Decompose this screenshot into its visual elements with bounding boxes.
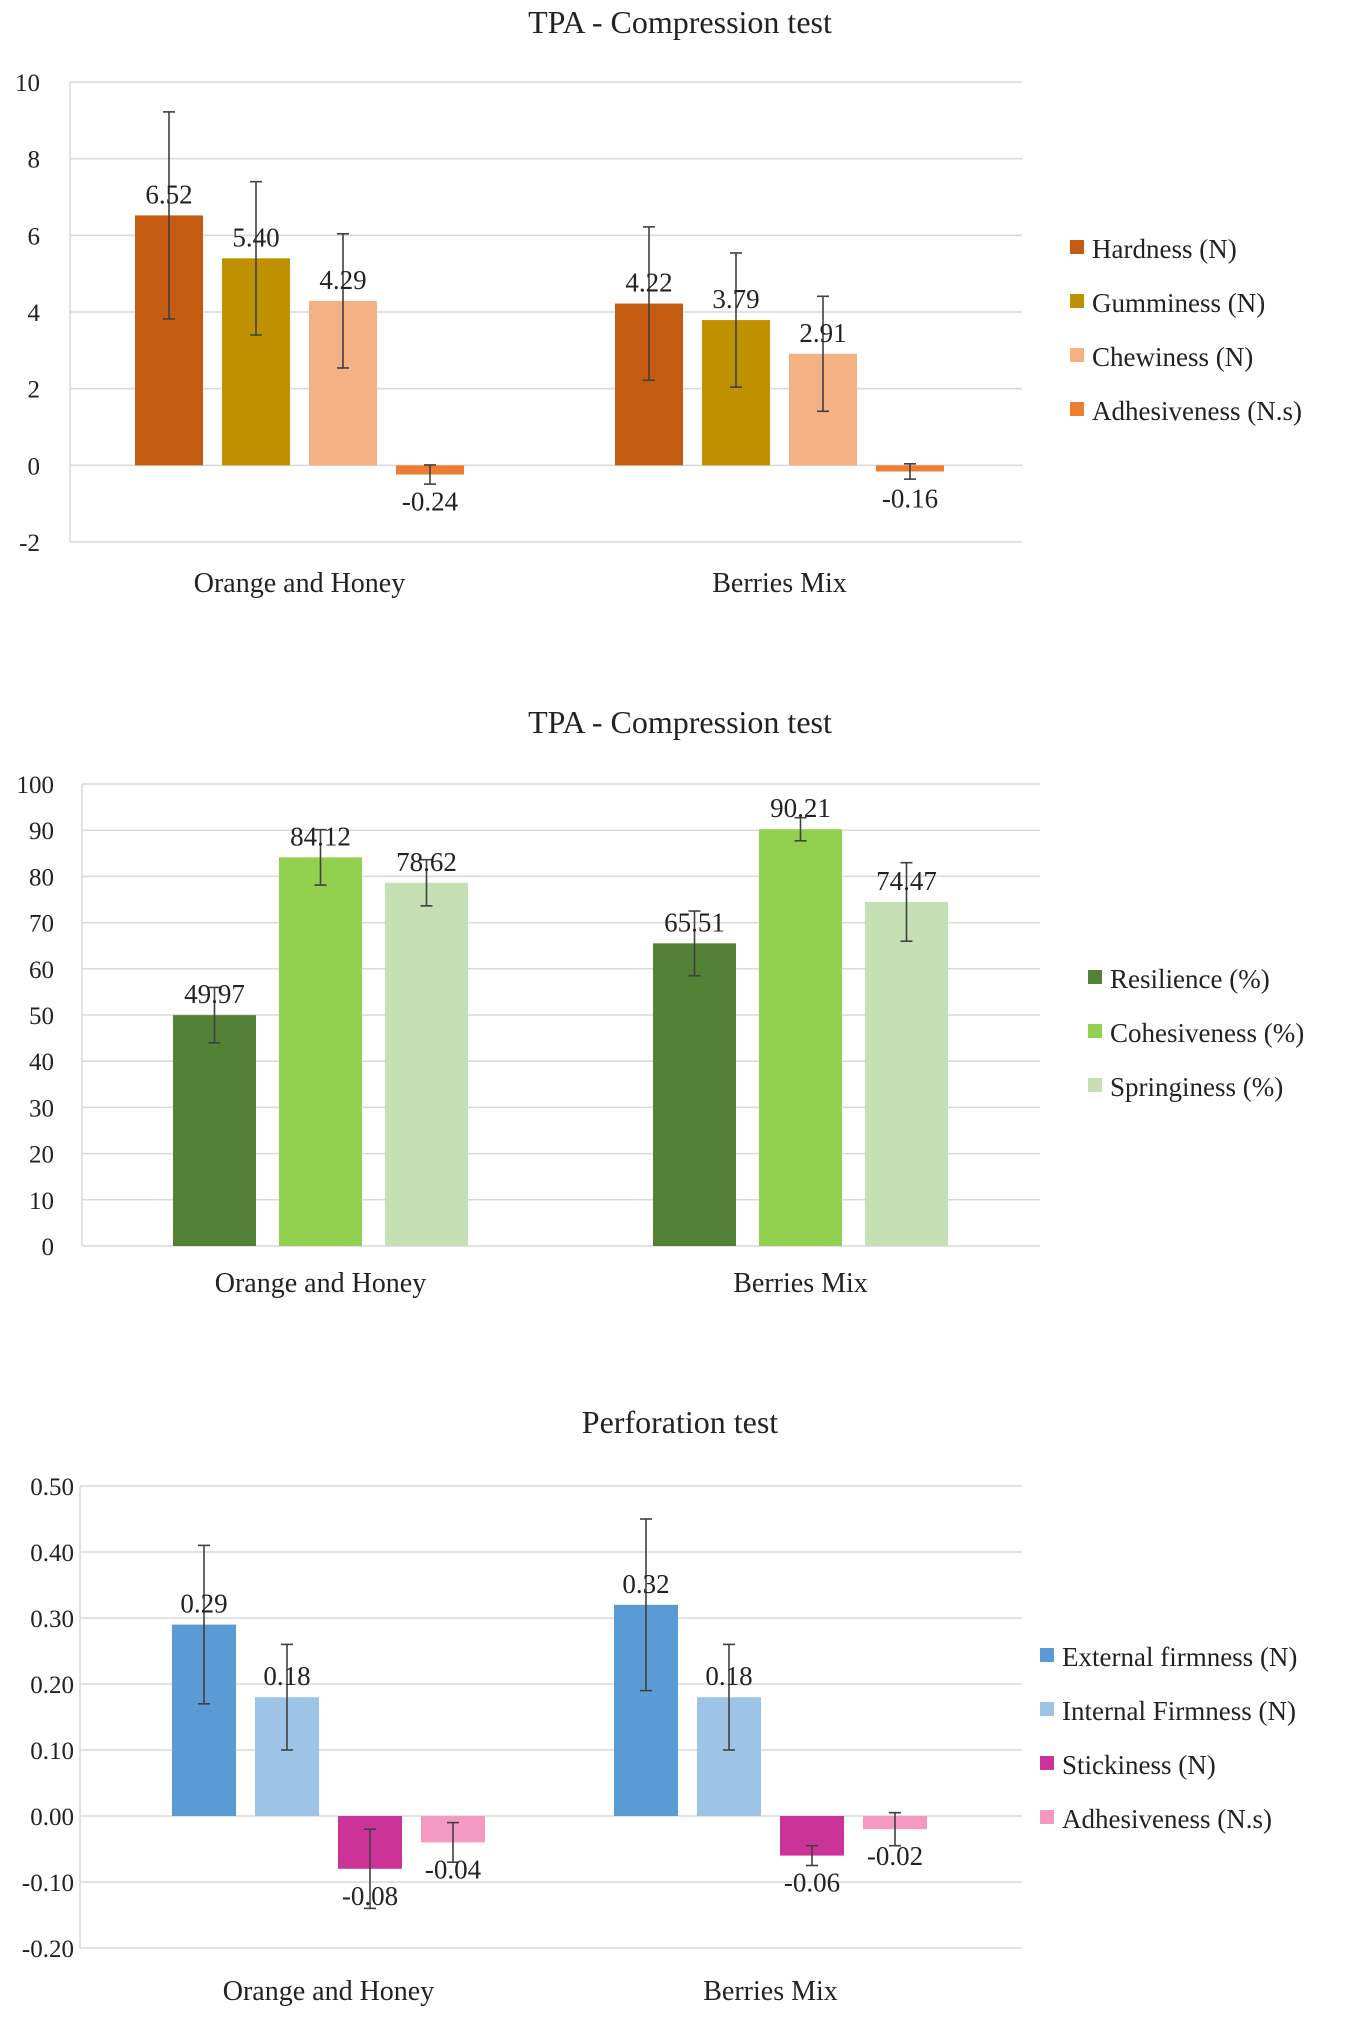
y-tick-label: 2: [28, 377, 41, 404]
chart-tpa-force-svg: TPA - Compression test -2 0 2 4 6 8 10 6.52 4.22 5…: [15, 4, 1302, 599]
y-tick-label: -0.10: [22, 1870, 74, 1897]
data-label: -0.24: [402, 487, 459, 517]
y-tick-label: 0.50: [30, 1474, 74, 1501]
legend-swatch: [1088, 1024, 1102, 1038]
bar-springiness-orange-and-honey: [385, 882, 468, 1246]
data-label: 90.21: [770, 793, 831, 823]
legend-label: Gumminess (N): [1092, 288, 1265, 318]
legend-swatch: [1088, 970, 1102, 984]
data-label: -0.08: [342, 1881, 398, 1911]
data-label: 0.32: [622, 1569, 669, 1599]
y-tick-label: -2: [19, 530, 40, 557]
data-label: -0.04: [425, 1854, 482, 1884]
legend-label: Adhesiveness (N.s): [1062, 1804, 1272, 1834]
legend-label: External firmness (N): [1062, 1642, 1297, 1672]
legend-swatch: [1070, 348, 1084, 362]
y-tick-label: 0.10: [30, 1738, 74, 1765]
chart-perforation: Perforation test -0.20 -0.10 0.00 0.10 0.20 0.…: [0, 1400, 1362, 2020]
data-label: -0.02: [867, 1841, 923, 1871]
data-label: 0.29: [180, 1589, 227, 1619]
y-tick-label: 70: [29, 911, 54, 938]
y-tick-label: 30: [29, 1095, 54, 1122]
data-label: 65.51: [664, 907, 725, 937]
bar-springiness-berries-mix: [865, 901, 948, 1246]
data-label: -0.16: [882, 483, 938, 513]
legend-swatch: [1040, 1810, 1054, 1824]
y-tick-label: 10: [29, 1188, 54, 1215]
legend-swatch: [1088, 1078, 1102, 1092]
legend-label: Internal Firmness (N): [1062, 1696, 1296, 1726]
legend-label: Cohesiveness (%): [1110, 1018, 1304, 1048]
data-label: 4.22: [625, 268, 672, 298]
y-tick-label: 8: [28, 147, 41, 174]
bar-cohesiveness-orange-and-honey: [279, 857, 362, 1246]
bar-resilience-orange-and-honey: [173, 1015, 256, 1246]
data-label: 78.62: [396, 847, 457, 877]
chart-tpa-percent-svg: TPA - Compression test 0 10 20 30 40 50 60 70 80 9…: [17, 704, 1305, 1299]
y-tick-label: 40: [29, 1049, 54, 1076]
chart-tpa-force: TPA - Compression test -2 0 2 4 6 8 10 6.52 4.22 5…: [0, 0, 1362, 620]
category-label: Orange and Honey: [215, 1268, 426, 1299]
legend-label: Resilience (%): [1110, 964, 1270, 994]
data-label: 74.47: [876, 866, 937, 896]
y-tick-label: 0.40: [30, 1540, 74, 1567]
y-tick-label: 0.00: [30, 1804, 74, 1831]
data-label: 84.12: [290, 821, 351, 851]
data-label: 5.40: [232, 222, 279, 252]
y-tick-label: 6: [28, 223, 41, 250]
y-tick-label: 0.30: [30, 1606, 74, 1633]
legend-label: Stickiness (N): [1062, 1750, 1216, 1780]
category-label: Orange and Honey: [223, 1976, 434, 2007]
category-label: Orange and Honey: [194, 568, 405, 599]
legend-label: Hardness (N): [1092, 234, 1237, 264]
y-tick-label: 0: [28, 453, 41, 480]
category-label: Berries Mix: [733, 1268, 868, 1299]
y-tick-label: 20: [29, 1142, 54, 1169]
data-label: 0.18: [263, 1661, 310, 1691]
legend-label: Chewiness (N): [1092, 342, 1253, 372]
data-label: 4.29: [319, 265, 366, 295]
chart-title: Perforation test: [582, 1404, 779, 1440]
chart-tpa-percent: TPA - Compression test 0 10 20 30 40 50 60 70 80 9…: [0, 700, 1362, 1320]
legend-swatch: [1070, 240, 1084, 254]
legend-swatch: [1040, 1756, 1054, 1770]
legend-label: Springiness (%): [1110, 1072, 1283, 1102]
y-tick-label: 0: [42, 1234, 55, 1261]
data-label: 0.18: [705, 1661, 752, 1691]
chart-title: TPA - Compression test: [528, 4, 832, 40]
bar-resilience-berries-mix: [653, 943, 736, 1246]
chart-perforation-svg: Perforation test -0.20 -0.10 0.00 0.10 0.20 0.…: [22, 1404, 1298, 2007]
data-label: 49.97: [184, 979, 245, 1009]
category-label: Berries Mix: [712, 568, 847, 599]
y-tick-label: 50: [29, 1003, 54, 1030]
legend-swatch: [1040, 1648, 1054, 1662]
legend-swatch: [1040, 1702, 1054, 1716]
y-tick-label: 60: [29, 957, 54, 984]
data-label: 2.91: [799, 318, 846, 348]
category-label: Berries Mix: [703, 1976, 838, 2007]
data-label: 6.52: [145, 179, 192, 209]
y-tick-label: 4: [28, 300, 41, 327]
legend-swatch: [1070, 294, 1084, 308]
bar-cohesiveness-berries-mix: [759, 829, 842, 1246]
y-tick-label: 80: [29, 864, 54, 891]
y-tick-label: 100: [17, 772, 55, 799]
data-label: -0.06: [784, 1868, 840, 1898]
y-tick-label: 0.20: [30, 1672, 74, 1699]
y-tick-label: 90: [29, 818, 54, 845]
chart-title: TPA - Compression test: [528, 704, 832, 740]
data-label: 3.79: [712, 284, 759, 314]
y-tick-label: 10: [15, 70, 40, 97]
legend-swatch: [1070, 402, 1084, 416]
legend-label: Adhesiveness (N.s): [1092, 396, 1302, 426]
y-tick-label: -0.20: [22, 1936, 74, 1963]
